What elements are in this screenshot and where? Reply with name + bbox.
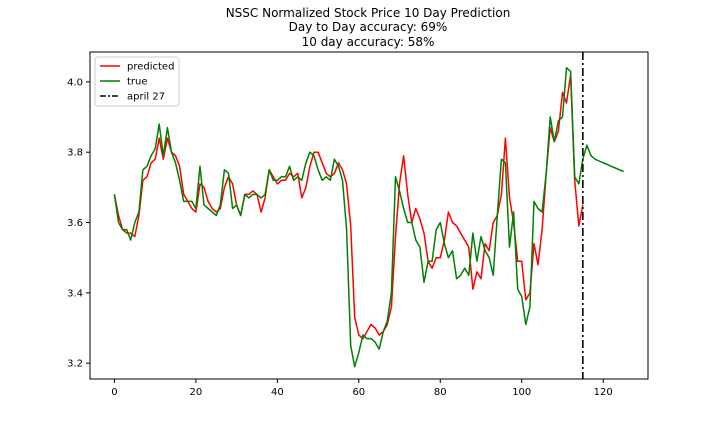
y-axis: 3.2 3.4 3.6 3.8 4.0 xyxy=(67,77,90,370)
x-tick-label: 80 xyxy=(434,387,447,398)
y-tick-label: 3.2 xyxy=(67,359,83,370)
legend-box xyxy=(94,56,180,107)
chart-subtitle-day-accuracy: Day to Day accuracy: 69% xyxy=(289,20,448,34)
x-tick-label: 40 xyxy=(271,387,284,398)
y-tick-label: 4.0 xyxy=(67,77,83,88)
y-tick-label: 3.8 xyxy=(67,148,83,159)
y-tick-label: 3.6 xyxy=(67,218,83,229)
x-tick-label: 100 xyxy=(512,387,531,398)
x-axis: 0 20 40 60 80 100 120 xyxy=(111,379,613,398)
x-tick-label: 60 xyxy=(352,387,365,398)
x-tick-label: 120 xyxy=(594,387,613,398)
x-tick-label: 20 xyxy=(190,387,203,398)
legend: predicted true april 27 xyxy=(94,56,180,107)
x-tick-label: 0 xyxy=(111,387,117,398)
chart-title: NSSC Normalized Stock Price 10 Day Predi… xyxy=(226,6,511,20)
chart-subtitle-ten-day-accuracy: 10 day accuracy: 58% xyxy=(302,35,435,49)
legend-true-label: true xyxy=(127,77,148,88)
legend-predicted-label: predicted xyxy=(127,62,174,73)
series-predicted-line xyxy=(113,74,584,340)
series-layer xyxy=(113,67,624,368)
y-tick-label: 3.4 xyxy=(67,288,83,299)
series-true-line xyxy=(113,67,624,368)
legend-april-27-label: april 27 xyxy=(127,92,165,103)
plot-frame xyxy=(89,51,649,380)
plot-area xyxy=(89,51,649,380)
